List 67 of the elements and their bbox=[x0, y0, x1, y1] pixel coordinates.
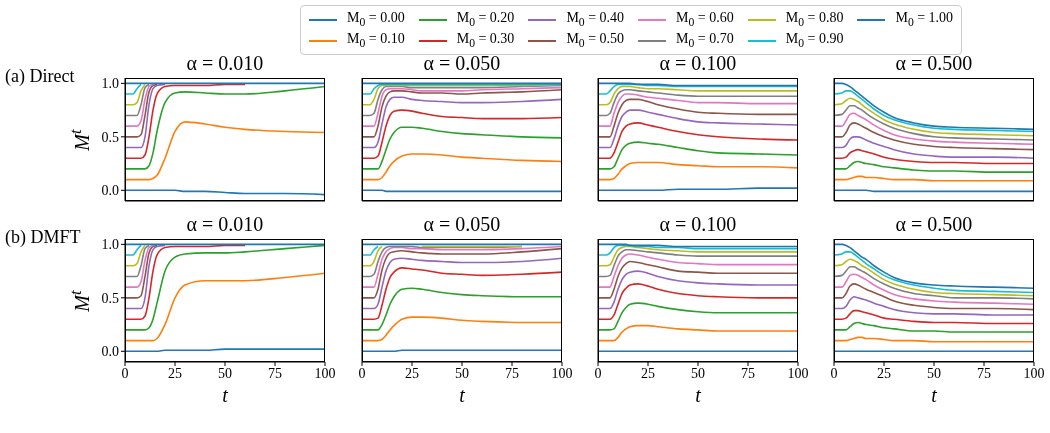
x-axis-title: t bbox=[695, 384, 701, 406]
line-series bbox=[125, 244, 166, 310]
x-tick-label: 75 bbox=[741, 365, 755, 381]
chart-title: α = 0.500 bbox=[895, 52, 973, 74]
line-series bbox=[125, 272, 325, 342]
x-tick-label: 0 bbox=[358, 365, 366, 381]
x-tick-label: 100 bbox=[787, 365, 809, 381]
line-series bbox=[125, 85, 325, 170]
x-tick-label: 50 bbox=[218, 365, 232, 381]
line-series bbox=[125, 244, 325, 331]
chart-title: α = 0.050 bbox=[423, 52, 501, 74]
legend-label: M$_{0}$ = 0.70 bbox=[676, 31, 734, 50]
line-series bbox=[125, 83, 246, 160]
legend-label: M$_{0}$ = 0.20 bbox=[456, 10, 515, 29]
chart-title: α = 0.100 bbox=[659, 52, 737, 74]
x-tick-label: 0 bbox=[830, 365, 838, 381]
x-axis-title: t bbox=[222, 384, 228, 406]
line-series bbox=[125, 83, 154, 127]
line-series bbox=[125, 244, 154, 288]
y-tick-label: 0.0 bbox=[101, 344, 119, 360]
x-tick-label: 75 bbox=[977, 365, 991, 381]
x-tick-label: 25 bbox=[877, 365, 891, 381]
legend-label: M$_{0}$ = 0.00 bbox=[347, 10, 405, 29]
y-tick-label: 0.5 bbox=[101, 290, 119, 306]
x-tick-label: 25 bbox=[405, 365, 419, 381]
legend-label: M$_{0}$ = 0.40 bbox=[566, 10, 625, 29]
x-tick-label: 25 bbox=[641, 365, 655, 381]
legend-label: M$_{0}$ = 1.00 bbox=[895, 10, 954, 29]
y-tick-label: 1.0 bbox=[101, 76, 119, 92]
x-tick-label: 100 bbox=[314, 365, 336, 381]
x-tick-label: 50 bbox=[455, 365, 469, 381]
y-tick-label: 1.0 bbox=[101, 237, 119, 253]
line-series bbox=[125, 244, 158, 299]
legend-label: M$_{0}$ = 0.90 bbox=[785, 31, 844, 50]
x-tick-label: 0 bbox=[121, 365, 129, 381]
chart-title: α = 0.010 bbox=[186, 213, 264, 235]
line-series bbox=[125, 244, 246, 321]
chart-title: α = 0.010 bbox=[186, 52, 264, 74]
y-tick-label: 0.5 bbox=[101, 129, 119, 145]
legend-label: M$_{0}$ = 0.10 bbox=[347, 31, 405, 50]
x-tick-label: 100 bbox=[551, 365, 573, 381]
x-tick-label: 50 bbox=[691, 365, 705, 381]
legend-label: M$_{0}$ = 0.50 bbox=[566, 31, 625, 50]
x-tick-label: 75 bbox=[268, 365, 282, 381]
x-tick-label: 75 bbox=[505, 365, 519, 381]
y-tick-label: 0.0 bbox=[101, 183, 119, 199]
line-series bbox=[125, 121, 325, 181]
x-tick-label: 100 bbox=[1023, 365, 1045, 381]
legend-label: M$_{0}$ = 0.80 bbox=[785, 10, 844, 29]
legend-label: M$_{0}$ = 0.60 bbox=[676, 10, 734, 29]
chart-title: α = 0.050 bbox=[423, 213, 501, 235]
x-axis-title: t bbox=[459, 384, 465, 406]
x-axis-title: t bbox=[931, 384, 937, 406]
line-series bbox=[125, 83, 146, 106]
chart-title: α = 0.500 bbox=[895, 213, 973, 235]
line-series bbox=[125, 244, 146, 267]
x-tick-label: 0 bbox=[594, 365, 602, 381]
x-tick-label: 50 bbox=[927, 365, 941, 381]
legend-label: M$_{0}$ = 0.30 bbox=[456, 31, 515, 50]
text: (a) Direct bbox=[5, 66, 75, 86]
text: (b) DMFT bbox=[5, 227, 81, 247]
line-series bbox=[125, 83, 166, 149]
line-series bbox=[125, 83, 158, 138]
chart-title: α = 0.100 bbox=[659, 213, 737, 235]
line-series bbox=[125, 244, 150, 278]
x-tick-label: 25 bbox=[168, 365, 182, 381]
line-series bbox=[125, 83, 150, 117]
